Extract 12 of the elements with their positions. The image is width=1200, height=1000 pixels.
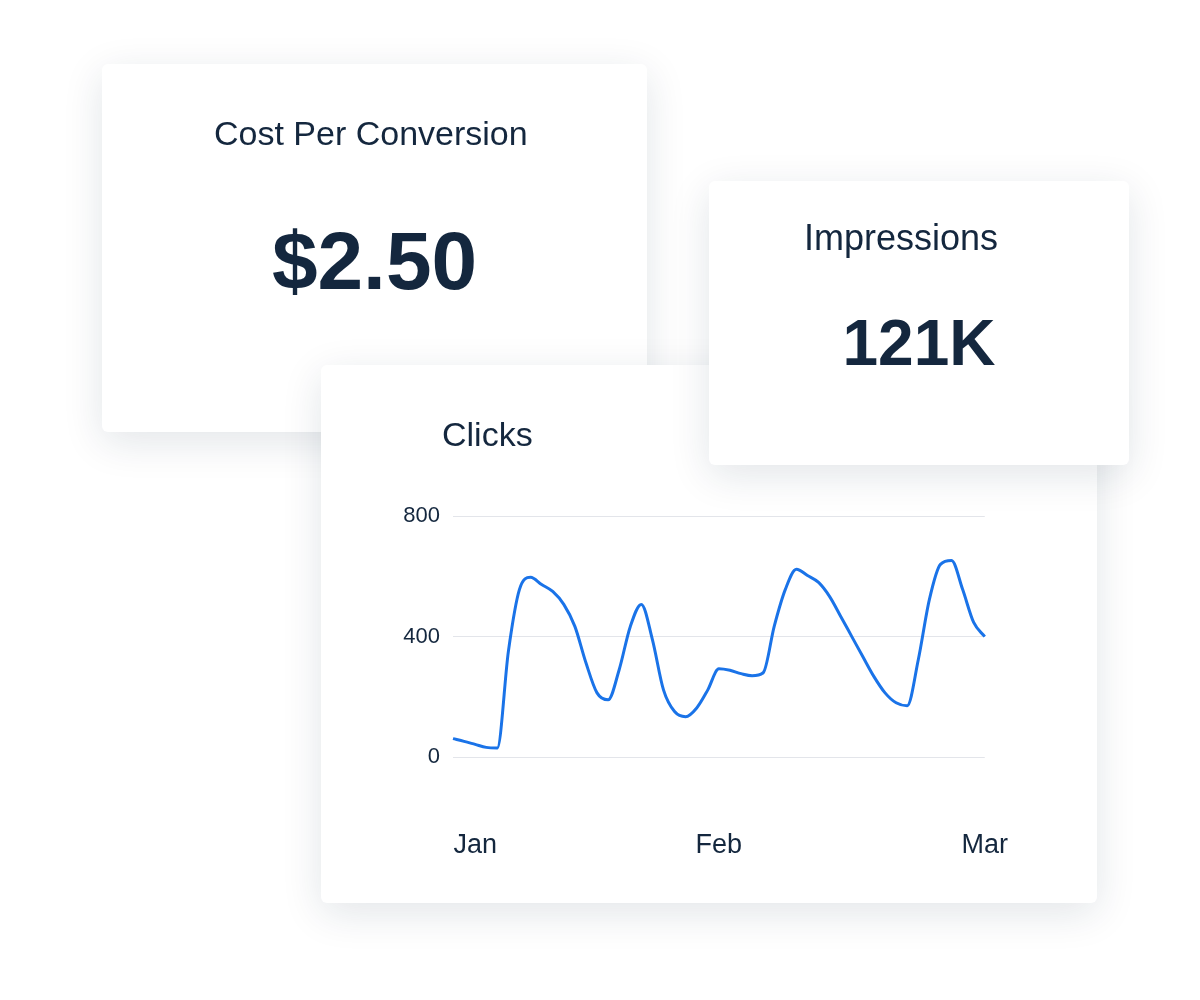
text: Cost Per Conversion xyxy=(214,114,528,153)
text: $2.50 xyxy=(270,214,479,308)
chart-title: Clicks xyxy=(442,415,533,454)
x-tick-label: Jan xyxy=(453,828,497,859)
text: Impressions xyxy=(804,217,999,259)
text: 121K xyxy=(841,306,997,380)
x-tick-label: Mar xyxy=(961,828,1009,859)
x-tick-label: Feb xyxy=(695,828,743,859)
line-series xyxy=(451,558,987,750)
y-tick-label: 800 xyxy=(403,502,440,528)
y-tick-label: 400 xyxy=(403,622,440,648)
y-tick-label: 0 xyxy=(427,743,440,769)
